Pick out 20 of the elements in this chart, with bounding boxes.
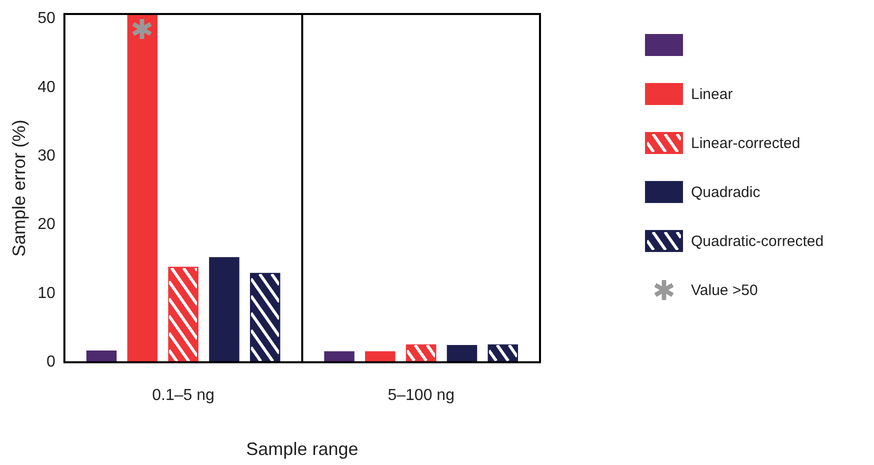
bar xyxy=(324,351,354,362)
bar xyxy=(365,351,396,362)
bar xyxy=(446,345,478,362)
legend-label: Quadradic xyxy=(691,184,760,200)
y-axis-title: Sample error (%) xyxy=(8,120,29,257)
text: Value >50 xyxy=(691,282,758,298)
bar xyxy=(127,14,158,362)
y-tick-label: 50 xyxy=(38,10,56,28)
x-tick-label: 0.1–5 ng xyxy=(152,387,214,404)
y-tick-label: 40 xyxy=(38,78,56,96)
y-tick-label: 10 xyxy=(38,284,56,302)
legend-label: Quadratic-corrected xyxy=(691,232,824,250)
y-tick-label: 30 xyxy=(38,148,56,165)
legend-label: Linear-corrected xyxy=(691,134,800,152)
y-tick-label: 20 xyxy=(38,216,56,234)
legend-label: Linear xyxy=(691,86,733,102)
x-tick-label: 5–100 ng xyxy=(388,387,454,404)
y-tick-label: 0 xyxy=(46,354,56,371)
x-axis-title: Sample range xyxy=(246,439,358,460)
bar xyxy=(209,257,240,362)
